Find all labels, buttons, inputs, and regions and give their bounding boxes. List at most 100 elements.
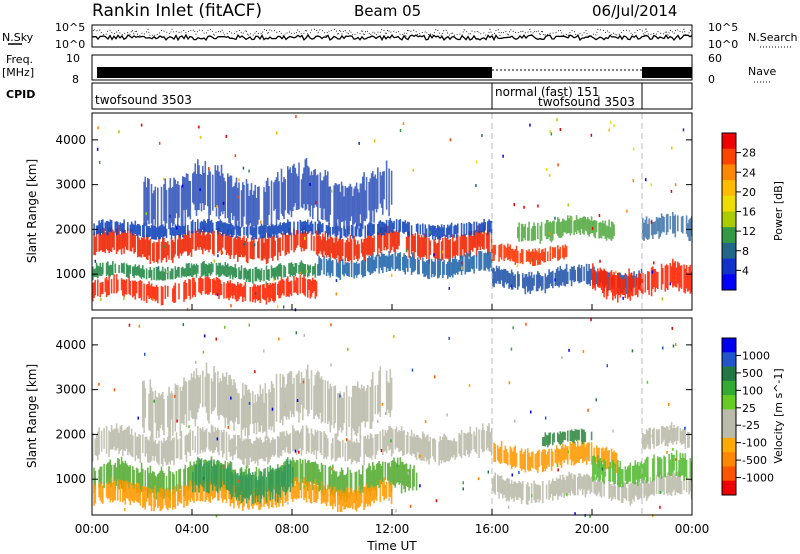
data-strip [160,487,163,511]
data-strip [312,277,314,293]
data-strip [285,459,288,493]
data-strip [158,492,160,506]
data-strip [458,433,460,454]
data-strip [110,265,113,275]
data-speckle [181,184,184,188]
data-strip [603,268,605,298]
data-strip [257,438,259,466]
data-strip [143,269,145,279]
data-strip [212,425,214,454]
data-strip [642,433,644,449]
data-strip [204,263,207,277]
data-strip [115,229,118,254]
data-strip [540,451,543,466]
data-speckle [598,214,601,218]
power-ylabel: Slant Range [km] [25,159,39,263]
data-strip [185,283,188,299]
data-strip [254,267,257,282]
data-strip [128,265,130,278]
data-strip [323,237,325,252]
data-strip [533,274,535,286]
data-strip [237,282,239,302]
data-strip [658,471,660,495]
data-strip [102,226,104,252]
data-strip [373,259,375,272]
data-strip [647,223,649,240]
data-strip [229,265,232,279]
data-strip [387,256,389,269]
data-strip [220,485,223,499]
data-strip [177,385,179,422]
data-strip [564,444,567,460]
data-strip [153,286,155,299]
data-strip [382,482,384,497]
data-strip [363,172,365,221]
data-strip [160,393,163,425]
data-strip [382,221,384,235]
data-strip [469,426,472,454]
data-strip [112,429,114,450]
data-strip [353,235,355,260]
data-strip [479,251,482,271]
data-strip [350,239,353,264]
data-strip [437,224,439,240]
data-strip [563,477,565,498]
data-strip [335,471,338,492]
data-strip [544,248,547,263]
data-strip [228,236,230,256]
data-strip [149,238,152,264]
data-speckle [347,347,349,351]
data-strip [378,232,380,249]
data-strip [150,473,153,494]
data-strip [223,376,225,418]
data-strip [445,436,448,462]
colorbar-tick-label: 8 [742,245,749,258]
data-strip [200,235,203,250]
data-strip [527,448,529,471]
data-strip [188,485,190,501]
data-strip [122,223,124,233]
data-strip [647,271,649,290]
data-strip [184,268,187,277]
data-speckle [242,166,245,170]
data-speckle [222,465,225,469]
data-speckle [586,456,588,460]
data-strip [210,459,213,485]
data-strip [199,374,202,404]
data-strip [529,275,532,295]
data-strip [158,269,160,281]
data-strip [137,223,139,238]
data-strip [437,242,439,261]
data-strip [535,274,538,292]
data-strip [384,228,387,248]
data-strip [567,271,569,284]
data-strip [350,397,353,438]
data-strip [402,431,404,457]
data-strip [589,268,592,286]
data-strip [273,387,275,433]
data-speckle [566,493,568,497]
data-strip [344,442,347,462]
data-strip [142,485,144,508]
data-strip [118,459,120,490]
data-strip [264,224,267,237]
data-speckle [511,473,513,477]
data-strip [323,430,325,460]
data-strip [250,442,253,462]
data-strip [320,224,323,233]
data-strip [427,259,429,279]
data-strip [435,228,438,237]
data-strip [192,471,194,493]
data-strip [562,218,564,236]
data-strip [523,277,525,289]
data-strip [152,193,154,228]
data-strip [668,473,670,493]
data-strip [227,280,229,298]
data-strip [318,256,320,276]
data-strip [329,487,332,506]
data-strip [123,219,125,233]
data-strip [102,281,104,294]
data-strip [224,377,227,429]
data-strip [305,232,308,249]
